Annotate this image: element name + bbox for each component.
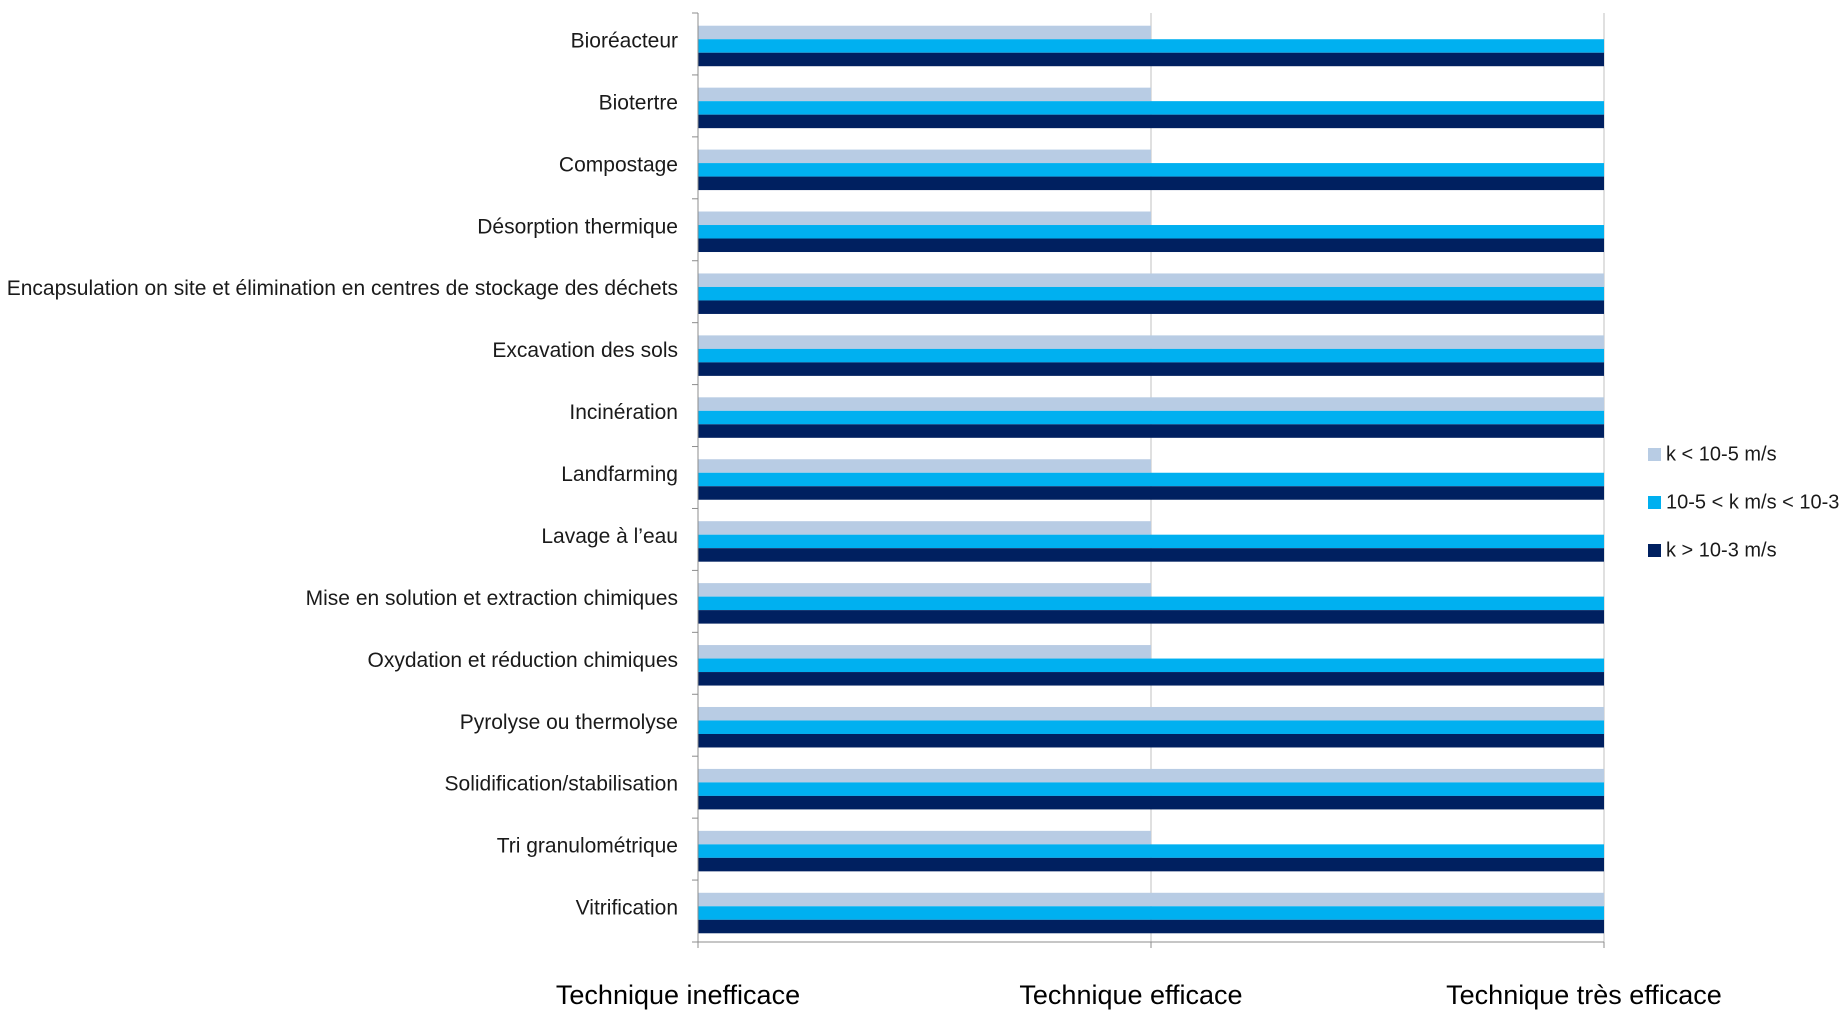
- bar-2-1: [698, 163, 1604, 177]
- category-label: Désorption thermique: [477, 215, 678, 238]
- bar-10-1: [698, 658, 1604, 673]
- bar-8-0: [698, 521, 1151, 535]
- x-tick-labels: Technique inefficace Technique efficace Te…: [556, 980, 1722, 1010]
- bars: [698, 25, 1604, 934]
- bar-5-2: [698, 362, 1604, 376]
- bar-14-2: [698, 919, 1604, 934]
- bar-9-1: [698, 596, 1604, 611]
- category-label: Mise en solution et extraction chimiques: [306, 587, 678, 610]
- bar-1-2: [698, 114, 1604, 129]
- legend-label: k < 10-5 m/s: [1666, 443, 1777, 465]
- x-tick-label: Technique très efficace: [1446, 980, 1722, 1010]
- bar-7-0: [698, 459, 1151, 473]
- bar-1-1: [698, 101, 1604, 115]
- bar-13-0: [698, 830, 1151, 845]
- x-tick-label: Technique inefficace: [556, 980, 800, 1010]
- bar-8-2: [698, 548, 1604, 562]
- legend: k < 10-5 m/s 10-5 < k m/s < 10-3 k > 10-3 …: [1648, 443, 1839, 561]
- category-label: Encapsulation on site et élimination en …: [7, 277, 678, 300]
- category-label: Bioréacteur: [571, 30, 678, 53]
- bar-2-0: [698, 149, 1151, 164]
- bar-0-2: [698, 52, 1604, 67]
- bar-1-0: [698, 87, 1151, 102]
- category-label: Compostage: [559, 153, 678, 176]
- bar-4-0: [698, 273, 1604, 287]
- bar-6-0: [698, 397, 1604, 411]
- bar-11-0: [698, 706, 1604, 721]
- bar-3-2: [698, 238, 1604, 253]
- category-labels: Bioréacteur Biotertre Compostage Désorption…: [7, 30, 678, 920]
- category-label: Lavage à l’eau: [541, 525, 678, 548]
- bar-12-1: [698, 782, 1604, 796]
- bar-10-0: [698, 645, 1151, 659]
- bar-4-1: [698, 286, 1604, 301]
- category-label: Excavation des sols: [492, 339, 678, 362]
- axes: [692, 12, 1605, 948]
- legend-swatch-0: [1648, 448, 1661, 461]
- bar-7-2: [698, 486, 1604, 500]
- category-label: Oxydation et réduction chimiques: [368, 649, 679, 672]
- category-label: Incinération: [569, 401, 678, 424]
- legend-label: k > 10-3 m/s: [1666, 539, 1777, 561]
- bar-10-2: [698, 672, 1604, 686]
- bar-0-1: [698, 39, 1604, 53]
- legend-label: 10-5 < k m/s < 10-3: [1666, 491, 1839, 513]
- bar-11-2: [698, 733, 1604, 748]
- bar-4-2: [698, 300, 1604, 314]
- bar-6-1: [698, 410, 1604, 425]
- bar-3-0: [698, 211, 1151, 226]
- bar-7-1: [698, 472, 1604, 487]
- category-label: Biotertre: [599, 91, 678, 114]
- bar-14-1: [698, 906, 1604, 920]
- bar-0-0: [698, 25, 1151, 40]
- bar-2-2: [698, 176, 1604, 191]
- bar-14-0: [698, 892, 1604, 907]
- bar-9-0: [698, 583, 1151, 597]
- bar-12-2: [698, 795, 1604, 810]
- category-label: Landfarming: [561, 463, 678, 486]
- bar-8-1: [698, 534, 1604, 549]
- legend-swatch-2: [1648, 544, 1661, 557]
- bar-5-0: [698, 335, 1604, 349]
- bar-9-2: [698, 610, 1604, 624]
- bar-13-2: [698, 857, 1604, 872]
- legend-swatch-1: [1648, 496, 1661, 509]
- category-label: Pyrolyse ou thermolyse: [460, 711, 678, 734]
- bar-5-1: [698, 348, 1604, 363]
- x-tick-label: Technique efficace: [1019, 980, 1242, 1010]
- bar-3-1: [698, 225, 1604, 239]
- bar-12-0: [698, 768, 1604, 783]
- bar-6-2: [698, 424, 1604, 438]
- category-label: Tri granulométrique: [497, 835, 678, 858]
- bar-13-1: [698, 844, 1604, 858]
- bar-11-1: [698, 720, 1604, 734]
- category-label: Solidification/stabilisation: [445, 773, 678, 796]
- category-label: Vitrification: [576, 897, 678, 920]
